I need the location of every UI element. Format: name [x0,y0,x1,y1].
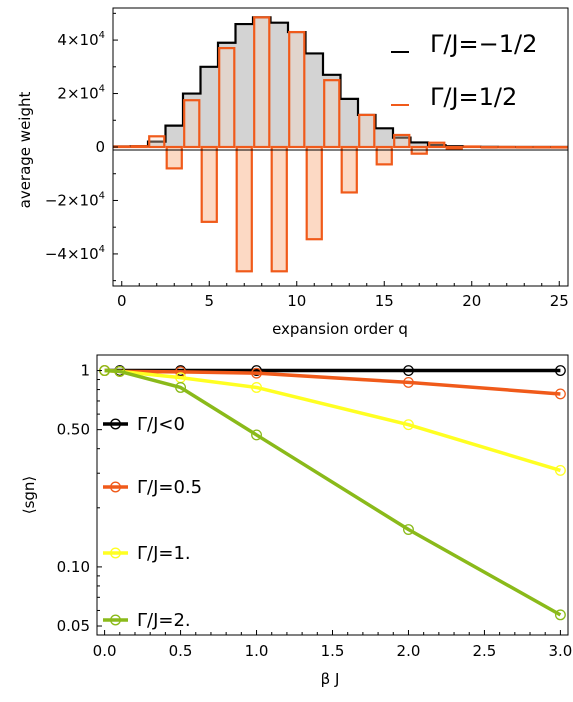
y-tick-label: 4×104 [57,30,105,49]
x-tick-label: 0 [117,292,127,310]
legend-label: Γ/J=1. [137,543,191,564]
data-point [403,524,414,535]
bar-gamma-half [183,99,201,149]
bar-gamma-half [550,145,568,149]
sign-y-ticks: 1 0.50 0.10 0.05 [57,362,102,635]
legend-marker [110,481,121,493]
legend-label: Γ/J<0 [137,414,185,435]
legend-marker [110,614,121,626]
bar-gamma-half [130,145,148,149]
bar-gamma-half [498,145,516,149]
histogram-x-axis-title: expansion order q [272,320,408,338]
x-tick-label: 3.0 [548,642,572,660]
histogram-panel: 0 5 10 15 20 25 4×104 2×104 0 −2×104 −4×104 avera… [16,7,569,338]
x-tick-label: 0.0 [93,642,117,660]
bar-gamma-half [463,145,481,149]
bar-gamma-half [148,135,166,149]
x-tick-label: 2.0 [397,642,421,660]
series-line [104,368,561,396]
histogram-bars [113,16,568,273]
bar-gamma-half [253,16,271,149]
data-point [554,464,566,476]
bar-gamma-half [445,145,463,150]
y-tick-label: 2×104 [57,84,105,103]
legend-label: Γ/J=2. [137,610,191,631]
histogram-y-axis-title: average weight [16,92,34,209]
y-tick-label: −2×104 [45,190,105,209]
bar-gamma-half [375,145,393,166]
bar-gamma-half [323,79,341,149]
bar-gamma-half [358,113,376,149]
legend-label-gamma-neg-half: Γ/J=−1/2 [430,30,537,58]
bar-gamma-half [428,141,446,149]
data-point [251,382,262,393]
y-tick-label: 0.10 [57,558,90,576]
bar-gamma-half [305,145,323,241]
histogram-x-ticks: 0 5 10 15 20 25 [117,281,569,310]
sign-y-axis-title: ⟨sgn⟩ [20,476,38,515]
bar-gamma-half [165,145,183,170]
y-tick-label: −4×104 [45,244,105,263]
data-point [251,429,262,441]
data-point [554,609,566,621]
bar-gamma-half [288,30,306,149]
data-point [554,365,566,376]
sign-legend: Γ/J<0 Γ/J=0.5 Γ/J=1. Γ/J=2. [103,414,202,631]
bar-gamma-half [515,145,533,149]
x-tick-label: 2.5 [473,642,497,660]
series-line [104,368,562,617]
x-tick-label: 1.0 [245,642,269,660]
legend-label: Γ/J=0.5 [137,477,202,498]
data-point [403,365,414,376]
bar-gamma-half [200,145,218,223]
sign-panel: 0.0 0.5 1.0 1.5 2.0 2.5 3.0 1 0.50 0.10 0.05 ⟨sgn… [20,354,572,688]
x-tick-label: 1.5 [321,642,345,660]
y-tick-label: 1 [80,362,90,380]
y-tick-label: 0.50 [57,421,90,439]
bar-gamma-half [340,145,358,194]
bar-gamma-half [218,46,236,149]
bar-gamma-half [235,145,253,273]
legend-marker [110,547,121,559]
y-tick-label: 0.05 [57,617,90,635]
x-tick-label: 10 [287,292,306,310]
bar-gamma-half [480,145,498,149]
legend-marker [110,418,121,430]
data-point [554,388,566,400]
sign-x-ticks: 0.0 0.5 1.0 1.5 2.0 2.5 3.0 [93,630,572,660]
legend-label-gamma-half: Γ/J=1/2 [430,83,517,111]
bar-gamma-half [533,145,551,149]
x-tick-label: 20 [462,292,481,310]
data-point [251,365,262,376]
bar-gamma-half [270,145,288,273]
data-point [403,376,414,388]
x-tick-label: 25 [550,292,569,310]
y-tick-label: 0 [95,138,105,156]
x-tick-label: 5 [204,292,214,310]
data-point [251,367,262,379]
x-tick-label: 0.5 [169,642,193,660]
bar-gamma-half [393,133,411,149]
data-point [175,382,187,393]
data-point [114,365,126,377]
sign-series [99,365,566,621]
data-point [403,419,414,431]
x-tick-label: 15 [375,292,394,310]
histogram-y-ticks: 4×104 2×104 0 −2×104 −4×104 [45,12,118,282]
sign-x-axis-title: β J [321,670,340,688]
histogram-legend: Γ/J=−1/2 Γ/J=1/2 [391,30,537,111]
